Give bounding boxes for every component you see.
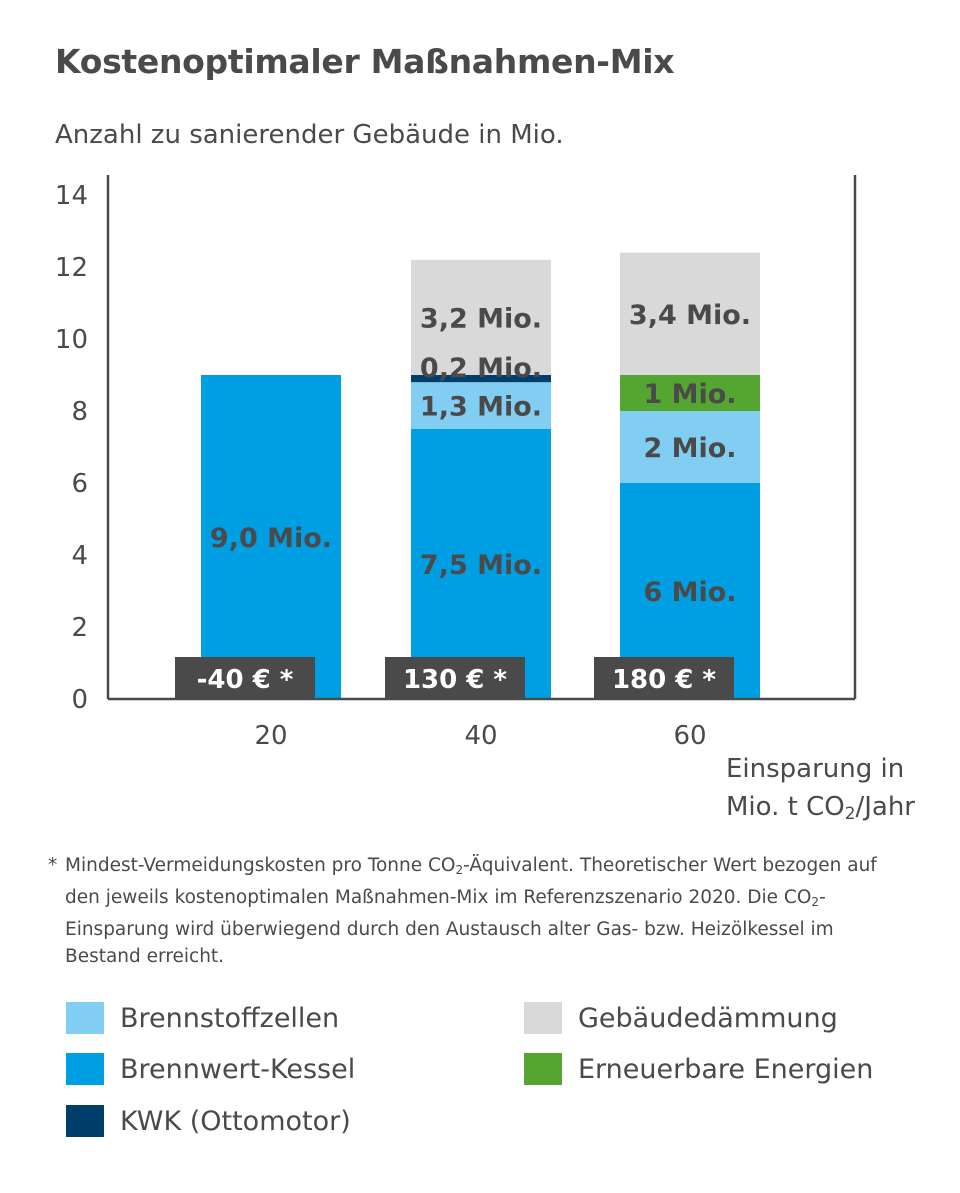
x-axis-label-line1: Einsparung in bbox=[726, 754, 905, 784]
legend-swatch bbox=[66, 1002, 104, 1034]
bar-segment-erneuerbare-energien bbox=[620, 375, 760, 411]
legend-swatch bbox=[66, 1053, 104, 1085]
bar-segment-label: 3,4 Mio. bbox=[629, 300, 751, 331]
x-axis-label-line2: Mio. t CO2/Jahr bbox=[726, 792, 915, 824]
bar-segment-label: 3,2 Mio. bbox=[420, 303, 542, 334]
bar-segment-label: 7,5 Mio. bbox=[420, 550, 542, 581]
legend-swatch bbox=[66, 1105, 104, 1137]
y-tick-label: 10 bbox=[55, 325, 88, 355]
legend-item-kwk-ottomotor: KWK (Ottomotor) bbox=[66, 1101, 351, 1141]
y-axis-label: Anzahl zu sanierender Gebäude in Mio. bbox=[55, 120, 564, 150]
legend-label: Brennstoffzellen bbox=[120, 1002, 340, 1034]
legend-label: KWK (Ottomotor) bbox=[120, 1105, 351, 1137]
y-tick-label: 6 bbox=[71, 469, 88, 499]
cost-box bbox=[594, 657, 734, 699]
legend-item-brennstoffzellen: Brennstoffzellen bbox=[66, 998, 339, 1038]
bar-segment-label: 0,2 Mio. bbox=[420, 353, 542, 384]
bar-segment-label: 1 Mio. bbox=[643, 379, 736, 410]
bar-segment-gebäudedämmung bbox=[620, 252, 760, 375]
x-tick-label: 40 bbox=[464, 721, 497, 751]
y-tick-label: 14 bbox=[55, 181, 88, 211]
bar-segment-gebäudedämmung bbox=[411, 259, 551, 375]
y-tick-label: 2 bbox=[71, 613, 88, 643]
footnote-text: Mindest-Vermeidungskosten pro Tonne CO2-… bbox=[65, 855, 877, 967]
footnote: * Mindest-Vermeidungskosten pro Tonne CO… bbox=[48, 852, 898, 970]
x-tick-label: 20 bbox=[254, 721, 287, 751]
stacked-bar-chart: 0 2 4 6 8 10 12 14 9,0 Mio. 7,5 Mio. 1,3 Mio. 0,2 M… bbox=[55, 175, 857, 751]
bar-segment-brennwert-kessel bbox=[411, 429, 551, 699]
footnote-star: * bbox=[48, 855, 58, 876]
legend-swatch bbox=[524, 1053, 562, 1085]
legend-label: Erneuerbare Energien bbox=[578, 1053, 874, 1085]
bar-segment-label: 9,0 Mio. bbox=[210, 523, 332, 554]
legend-item-erneuerbare-energien: Erneuerbare Energien bbox=[524, 1049, 873, 1089]
cost-box bbox=[175, 657, 315, 699]
y-tick-label: 8 bbox=[71, 397, 88, 427]
y-tick-label: 0 bbox=[71, 685, 88, 715]
cost-label: -40 € * bbox=[197, 665, 294, 695]
y-tick-label: 12 bbox=[55, 253, 88, 283]
x-tick-label: 60 bbox=[673, 721, 706, 751]
bar-segment-label: 1,3 Mio. bbox=[420, 392, 542, 423]
legend: Brennstoffzellen Brennwert-Kessel KWK (O… bbox=[66, 998, 926, 1148]
bar-segment-brennstoffzellen bbox=[620, 411, 760, 483]
bar-segment-label: 2 Mio. bbox=[643, 433, 736, 464]
legend-swatch bbox=[524, 1002, 562, 1034]
bar-segment-kwk-ottomotor- bbox=[411, 375, 551, 383]
cost-box bbox=[385, 657, 525, 699]
bar-segment-label: 6 Mio. bbox=[643, 577, 736, 608]
bar-segment-brennstoffzellen bbox=[411, 382, 551, 429]
legend-label: Gebäudedämmung bbox=[578, 1002, 838, 1034]
legend-item-gebaeudedaemmung: Gebäudedämmung bbox=[524, 998, 838, 1038]
cost-label: 180 € * bbox=[612, 665, 716, 695]
legend-label: Brennwert-Kessel bbox=[120, 1053, 356, 1085]
x-axis-label: Einsparung in Mio. t CO2/Jahr bbox=[726, 750, 915, 832]
legend-item-brennwert-kessel: Brennwert-Kessel bbox=[66, 1049, 355, 1089]
cost-label: 130 € * bbox=[403, 665, 507, 695]
y-tick-label: 4 bbox=[71, 541, 88, 571]
chart-title: Kostenoptimaler Maßnahmen-Mix bbox=[55, 42, 675, 81]
bar-segment-brennwert-kessel bbox=[201, 375, 341, 699]
